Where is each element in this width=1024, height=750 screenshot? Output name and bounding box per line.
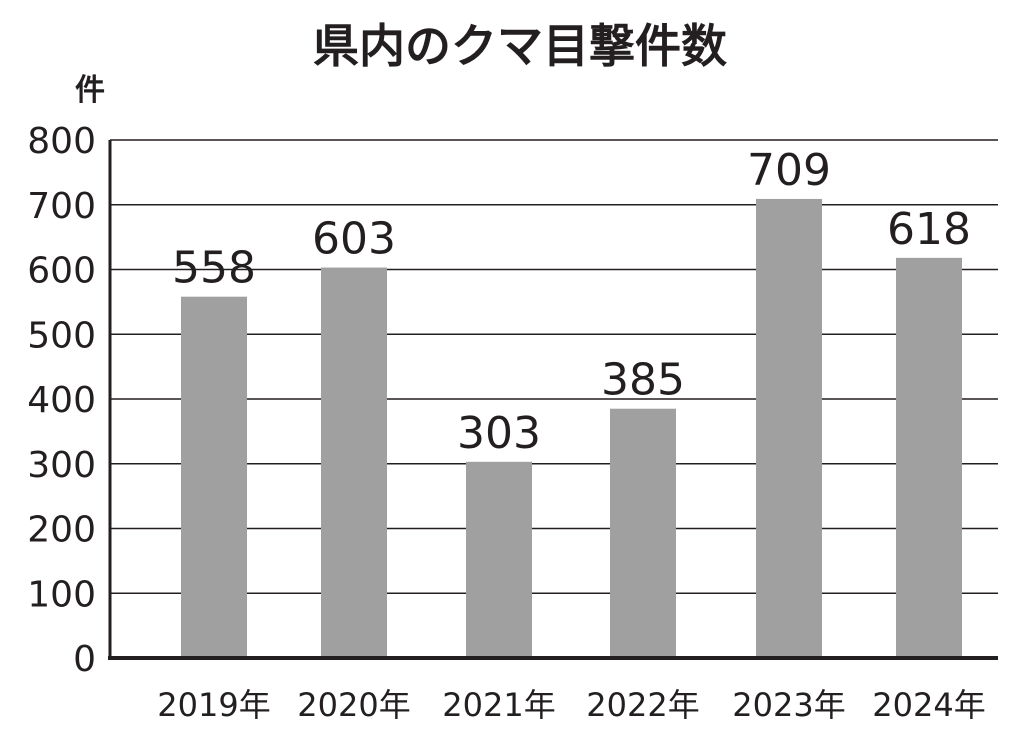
y-tick-labels: 0 100 200 300 400 500 600 700 800: [27, 121, 96, 680]
x-tick-label: 2021年: [442, 686, 555, 724]
axes: [108, 140, 998, 660]
x-tick-label: 2024年: [872, 686, 985, 724]
data-labels: 558 603 303 385 709 618: [172, 145, 971, 459]
data-label: 385: [601, 355, 685, 406]
y-tick-label: 100: [27, 574, 96, 615]
x-tick-label: 2019年: [157, 686, 270, 724]
gridlines: [110, 139, 998, 595]
data-label: 618: [887, 204, 971, 255]
data-label: 303: [457, 408, 541, 459]
chart-title: 県内のクマ目撃件数: [313, 19, 727, 73]
y-tick-label: 500: [27, 315, 96, 356]
y-tick-label: 800: [27, 121, 96, 162]
bar: [181, 296, 247, 658]
y-axis-unit-label: 件: [75, 73, 105, 108]
bar: [610, 408, 676, 658]
y-tick-label: 400: [27, 380, 96, 421]
y-tick-label: 600: [27, 251, 96, 292]
bar: [896, 257, 962, 658]
bar: [321, 267, 387, 658]
x-tick-label: 2023年: [732, 686, 845, 724]
data-label: 709: [747, 145, 831, 196]
x-tick-label: 2020年: [297, 686, 410, 724]
y-tick-label: 300: [27, 445, 96, 486]
bars: [181, 198, 962, 659]
y-tick-label: 700: [27, 186, 96, 227]
data-label: 603: [312, 214, 396, 265]
x-tick-labels: 2019年 2020年 2021年 2022年 2023年 2024年: [157, 686, 985, 724]
data-label: 558: [172, 243, 256, 294]
x-tick-label: 2022年: [586, 686, 699, 724]
y-tick-label: 0: [73, 639, 96, 680]
y-tick-label: 200: [27, 510, 96, 551]
bar: [466, 461, 532, 658]
bar: [756, 198, 822, 659]
